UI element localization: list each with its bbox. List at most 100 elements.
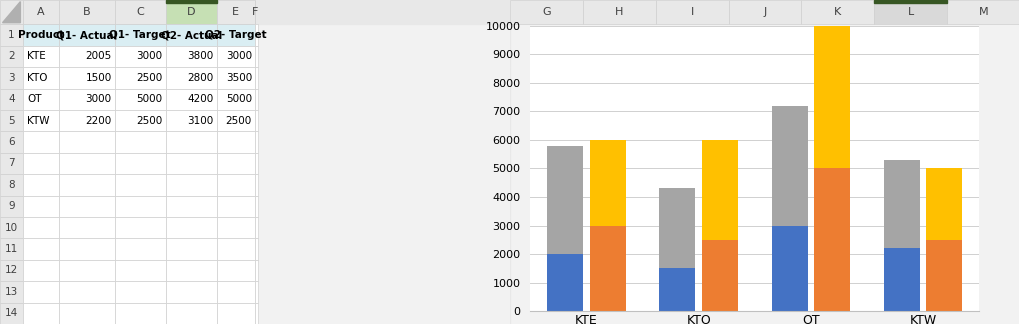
Bar xyxy=(217,46,255,67)
Bar xyxy=(166,0,217,24)
Bar xyxy=(0,174,22,196)
Bar xyxy=(255,110,257,131)
Bar xyxy=(0,88,22,110)
Bar xyxy=(166,67,217,88)
Bar xyxy=(0,260,22,281)
Bar xyxy=(114,303,166,324)
Text: G: G xyxy=(541,7,550,17)
Text: 9: 9 xyxy=(8,201,14,211)
Text: 12: 12 xyxy=(5,265,18,275)
Text: Q1- Actual: Q1- Actual xyxy=(56,30,117,40)
Bar xyxy=(883,248,919,311)
Bar xyxy=(114,88,166,110)
Bar xyxy=(255,88,257,110)
Text: 2500: 2500 xyxy=(225,116,252,126)
Bar xyxy=(59,153,115,174)
Text: KTE: KTE xyxy=(28,52,46,62)
Text: B: B xyxy=(83,7,91,17)
Bar xyxy=(510,0,582,24)
Bar xyxy=(255,131,257,153)
Bar xyxy=(0,238,22,260)
Bar xyxy=(255,281,257,303)
Bar xyxy=(22,110,59,131)
Bar xyxy=(114,281,166,303)
Text: 13: 13 xyxy=(5,287,18,297)
Bar xyxy=(217,260,255,281)
Bar xyxy=(166,0,217,3)
Bar xyxy=(813,168,850,311)
Text: KTO: KTO xyxy=(28,73,48,83)
Text: 2500: 2500 xyxy=(137,73,163,83)
Bar xyxy=(114,0,166,24)
Text: 1500: 1500 xyxy=(86,73,112,83)
Text: F: F xyxy=(252,7,258,17)
Bar xyxy=(582,0,655,24)
Text: 1: 1 xyxy=(8,30,14,40)
Bar xyxy=(59,281,115,303)
Bar xyxy=(59,196,115,217)
Text: 2: 2 xyxy=(8,52,14,62)
Bar xyxy=(217,281,255,303)
Text: 3500: 3500 xyxy=(225,73,252,83)
Text: 10: 10 xyxy=(5,223,18,233)
Text: 5: 5 xyxy=(8,116,14,126)
Text: A: A xyxy=(37,7,45,17)
Bar xyxy=(255,24,257,46)
Bar xyxy=(114,174,166,196)
Bar xyxy=(22,0,59,24)
Bar xyxy=(255,217,257,238)
Bar xyxy=(255,46,257,67)
Bar xyxy=(217,0,255,24)
Bar xyxy=(659,268,695,311)
Bar xyxy=(0,110,22,131)
Bar xyxy=(166,88,217,110)
Bar xyxy=(166,46,217,67)
Bar xyxy=(813,26,850,168)
Bar xyxy=(114,46,166,67)
Bar xyxy=(0,281,22,303)
Bar xyxy=(0,303,22,324)
Bar xyxy=(547,254,583,311)
Bar xyxy=(22,238,59,260)
Bar xyxy=(0,217,22,238)
Bar xyxy=(22,24,59,46)
Bar xyxy=(728,0,801,24)
Text: K: K xyxy=(834,7,841,17)
Bar xyxy=(59,303,115,324)
Bar xyxy=(114,217,166,238)
Bar xyxy=(22,88,59,110)
Bar xyxy=(22,196,59,217)
Text: H: H xyxy=(614,7,623,17)
Bar xyxy=(255,153,257,174)
Bar xyxy=(166,110,217,131)
Bar xyxy=(166,153,217,174)
Bar xyxy=(114,153,166,174)
Bar xyxy=(873,0,947,24)
Bar xyxy=(255,238,257,260)
Text: 3: 3 xyxy=(8,73,14,83)
Bar xyxy=(589,226,626,311)
Bar xyxy=(255,260,257,281)
Bar xyxy=(114,131,166,153)
Text: I: I xyxy=(690,7,693,17)
Bar xyxy=(0,0,22,24)
Text: 5000: 5000 xyxy=(225,94,252,104)
Text: KTW: KTW xyxy=(28,116,50,126)
Bar xyxy=(166,217,217,238)
Bar xyxy=(701,140,738,240)
Bar xyxy=(0,196,22,217)
Bar xyxy=(217,88,255,110)
Bar xyxy=(166,303,217,324)
Bar xyxy=(59,260,115,281)
Bar xyxy=(22,303,59,324)
Text: 7: 7 xyxy=(8,158,14,168)
Text: Q2- Actual: Q2- Actual xyxy=(160,30,222,40)
Bar xyxy=(59,88,115,110)
Text: 3000: 3000 xyxy=(225,52,252,62)
Bar xyxy=(217,303,255,324)
Text: 6: 6 xyxy=(8,137,14,147)
Text: 2005: 2005 xyxy=(86,52,112,62)
Text: 3100: 3100 xyxy=(187,116,214,126)
Bar xyxy=(59,174,115,196)
Bar xyxy=(59,217,115,238)
